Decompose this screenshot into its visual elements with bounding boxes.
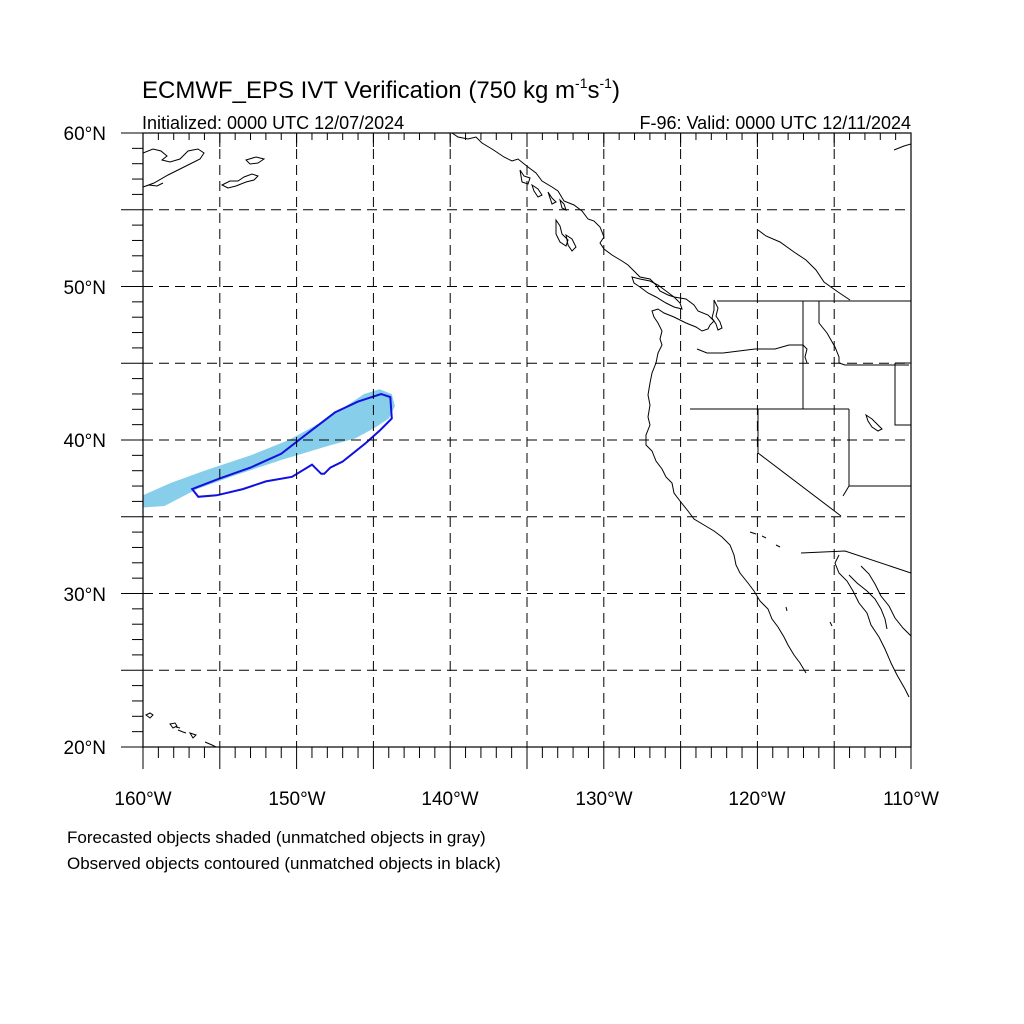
plot-area bbox=[121, 132, 912, 769]
nevada-california-border bbox=[757, 409, 842, 517]
alaska-islands bbox=[220, 156, 266, 189]
channel-islands bbox=[749, 531, 833, 627]
footnote-observed: Observed objects contoured (unmatched ob… bbox=[67, 854, 501, 873]
coastlines bbox=[143, 133, 911, 747]
lat-label: 60°N bbox=[64, 124, 106, 145]
lat-label: 50°N bbox=[64, 278, 106, 299]
hawaii-island-1 bbox=[145, 712, 154, 719]
lon-label: 130°W bbox=[575, 789, 632, 810]
sea-of-cortez-coast bbox=[860, 565, 911, 637]
valid-time-label: F-96: Valid: 0000 UTC 12/11/2024 bbox=[640, 113, 912, 133]
hawaii-island-2 bbox=[169, 722, 187, 734]
map-title: ECMWF_EPS IVT Verification (750 kg m-1s-… bbox=[142, 75, 620, 104]
lon-label: 150°W bbox=[268, 789, 325, 810]
vancouver-island bbox=[631, 276, 683, 310]
great-salt-lake bbox=[865, 413, 883, 432]
tick-marks bbox=[121, 132, 912, 769]
grid-lines bbox=[143, 133, 911, 747]
queen-charlotte-islands bbox=[555, 218, 577, 252]
puget-sound bbox=[711, 299, 723, 331]
lat-label: 30°N bbox=[64, 585, 106, 606]
us-mexico-border bbox=[800, 550, 911, 574]
lat-label: 40°N bbox=[64, 431, 106, 452]
washington-oregon-border bbox=[696, 344, 808, 364]
lat-label: 20°N bbox=[64, 738, 106, 759]
observed-ivt-object bbox=[190, 392, 393, 498]
nevada-east-border bbox=[842, 409, 850, 497]
canada-interior-lakes bbox=[757, 143, 911, 301]
baja-peninsula bbox=[834, 554, 910, 698]
lon-label: 160°W bbox=[114, 789, 171, 810]
lon-label: 110°W bbox=[883, 789, 939, 810]
idaho-montana-border bbox=[818, 301, 909, 366]
lon-label: 120°W bbox=[728, 789, 785, 810]
latitude-labels: 60°N 50°N 40°N 30°N 20°N bbox=[64, 124, 106, 759]
hawaii-island-3 bbox=[188, 732, 217, 747]
north-america-coast bbox=[451, 133, 807, 674]
forecast-ivt-object bbox=[143, 389, 395, 508]
longitude-labels: 160°W 150°W 140°W 130°W 120°W 110°W bbox=[114, 789, 939, 810]
se-alaska-archipelago bbox=[519, 169, 567, 211]
alaska-peninsula bbox=[143, 148, 205, 188]
wyoming-border bbox=[894, 362, 911, 426]
init-time-label: Initialized: 0000 UTC 12/07/2024 bbox=[142, 113, 404, 133]
footnote-forecast: Forecasted objects shaded (unmatched obj… bbox=[67, 828, 486, 847]
lon-label: 140°W bbox=[421, 789, 478, 810]
